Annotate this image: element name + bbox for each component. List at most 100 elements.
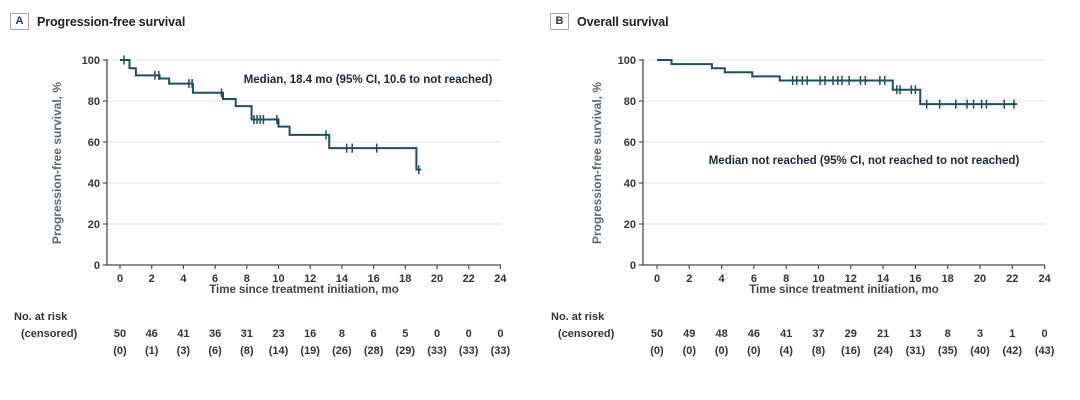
panel-b-risk-censored-label: (censored): [558, 328, 615, 340]
x-tick-label: 16: [367, 273, 379, 285]
risk-censored-count: (0): [113, 345, 127, 357]
risk-count: 21: [876, 328, 890, 340]
risk-censored-count: (0): [682, 345, 697, 357]
panel-a-x-axis-label: Time since treatment initiation, mo: [209, 284, 399, 296]
risk-censored-count: (0): [747, 345, 761, 357]
risk-count: 6: [370, 328, 377, 340]
x-tick-label: 22: [1006, 273, 1018, 285]
risk-censored-count: (8): [240, 345, 254, 357]
panel-b-risk-table-label: No. at risk: [551, 311, 605, 323]
panel-b-title: Overall survival: [577, 14, 669, 29]
panel-b-label-box: B: [550, 13, 569, 30]
risk-count: 1: [1009, 328, 1016, 340]
panel-b-median-annotation: Median not reached (95% CI, not reached …: [708, 155, 1020, 167]
risk-count: 46: [145, 328, 158, 340]
x-tick-label: 6: [751, 273, 757, 285]
risk-count: 0: [433, 328, 441, 340]
x-tick-label: 4: [180, 273, 187, 285]
x-tick-label: 6: [212, 273, 218, 285]
y-tick-label: 20: [88, 219, 100, 231]
y-tick-label: 60: [624, 137, 636, 149]
risk-count: 48: [715, 328, 728, 340]
panel-overall-survival: B Overall survival Progression-free surv…: [540, 0, 1080, 400]
y-tick-label: 40: [624, 178, 636, 190]
x-tick-label: 0: [654, 273, 660, 285]
x-tick-label: 14: [336, 273, 349, 285]
x-tick-label: 8: [244, 273, 250, 285]
risk-count: 0: [497, 328, 504, 340]
risk-count: 50: [113, 328, 127, 340]
risk-censored-count: (33): [490, 345, 511, 357]
risk-count: 50: [650, 328, 664, 340]
x-tick-label: 8: [783, 273, 789, 285]
y-tick-label: 60: [88, 137, 100, 149]
risk-censored-count: (28): [363, 345, 384, 357]
x-tick-label: 10: [812, 273, 824, 285]
x-tick-label: 22: [463, 273, 475, 285]
panel-a-median-annotation: Median, 18.4 mo (95% CI, 10.6 to not rea…: [243, 74, 493, 86]
y-tick-label: 80: [624, 96, 636, 108]
panel-a-risk-table-label: No. at risk: [14, 311, 68, 323]
panel-a-header: A Progression-free survival: [10, 13, 185, 30]
risk-censored-count: (3): [176, 345, 191, 357]
risk-censored-count: (42): [1002, 345, 1023, 357]
y-tick-label: 100: [618, 55, 636, 67]
risk-count: 37: [812, 328, 825, 340]
x-tick-label: 20: [974, 273, 986, 285]
risk-censored-count: (19): [300, 345, 320, 357]
risk-censored-count: (1): [144, 345, 159, 357]
risk-count: 46: [747, 328, 761, 340]
x-tick-label: 18: [399, 273, 411, 285]
x-tick-label: 24: [494, 273, 507, 285]
risk-count: 13: [909, 328, 922, 340]
risk-censored-count: (16): [841, 345, 861, 357]
risk-count: 0: [1041, 328, 1048, 340]
risk-count: 5: [402, 328, 409, 340]
y-tick-label: 80: [88, 96, 100, 108]
risk-censored-count: (8): [811, 345, 826, 357]
x-tick-label: 20: [431, 273, 443, 285]
risk-censored-count: (43): [1034, 345, 1055, 357]
x-tick-label: 24: [1038, 273, 1051, 285]
x-tick-label: 10: [272, 273, 284, 285]
risk-censored-count: (6): [208, 345, 222, 357]
risk-censored-count: (4): [779, 345, 793, 357]
risk-censored-count: (33): [458, 345, 479, 357]
risk-censored-count: (31): [905, 345, 926, 357]
risk-count: 23: [272, 328, 285, 340]
x-tick-label: 4: [719, 273, 726, 285]
risk-censored-count: (14): [268, 345, 289, 357]
risk-count: 3: [976, 328, 984, 340]
panel-a-risk-censored-label: (censored): [21, 328, 78, 340]
panel-a-title: Progression-free survival: [37, 14, 186, 29]
risk-count: 41: [177, 328, 190, 340]
y-tick-label: 0: [94, 260, 100, 272]
risk-count: 8: [338, 328, 345, 340]
risk-count: 49: [683, 328, 696, 340]
risk-censored-count: (26): [332, 345, 352, 357]
risk-count: 0: [465, 328, 472, 340]
risk-count: 8: [944, 328, 951, 340]
x-tick-label: 12: [304, 273, 316, 285]
panel-a-label-box: A: [10, 13, 29, 30]
risk-count: 16: [304, 328, 317, 340]
x-tick-label: 16: [909, 273, 921, 285]
risk-censored-count: (29): [395, 345, 416, 357]
y-tick-label: 20: [624, 219, 636, 231]
risk-censored-count: (24): [873, 345, 893, 357]
panel-b-header: B Overall survival: [550, 13, 669, 30]
risk-count: 41: [780, 328, 793, 340]
y-tick-label: 40: [88, 178, 100, 190]
risk-count: 31: [240, 328, 253, 340]
panel-b-x-axis-label: Time since treatment initiation, mo: [749, 284, 939, 296]
x-tick-label: 12: [845, 273, 857, 285]
survival-curve: [657, 59, 1018, 106]
x-tick-label: 2: [686, 273, 692, 285]
panel-progression-free-survival: A Progression-free survival Progression-…: [10, 13, 511, 357]
risk-censored-count: (40): [970, 345, 990, 357]
x-tick-label: 0: [117, 273, 123, 285]
risk-censored-count: (0): [650, 345, 664, 357]
x-tick-label: 18: [942, 273, 954, 285]
